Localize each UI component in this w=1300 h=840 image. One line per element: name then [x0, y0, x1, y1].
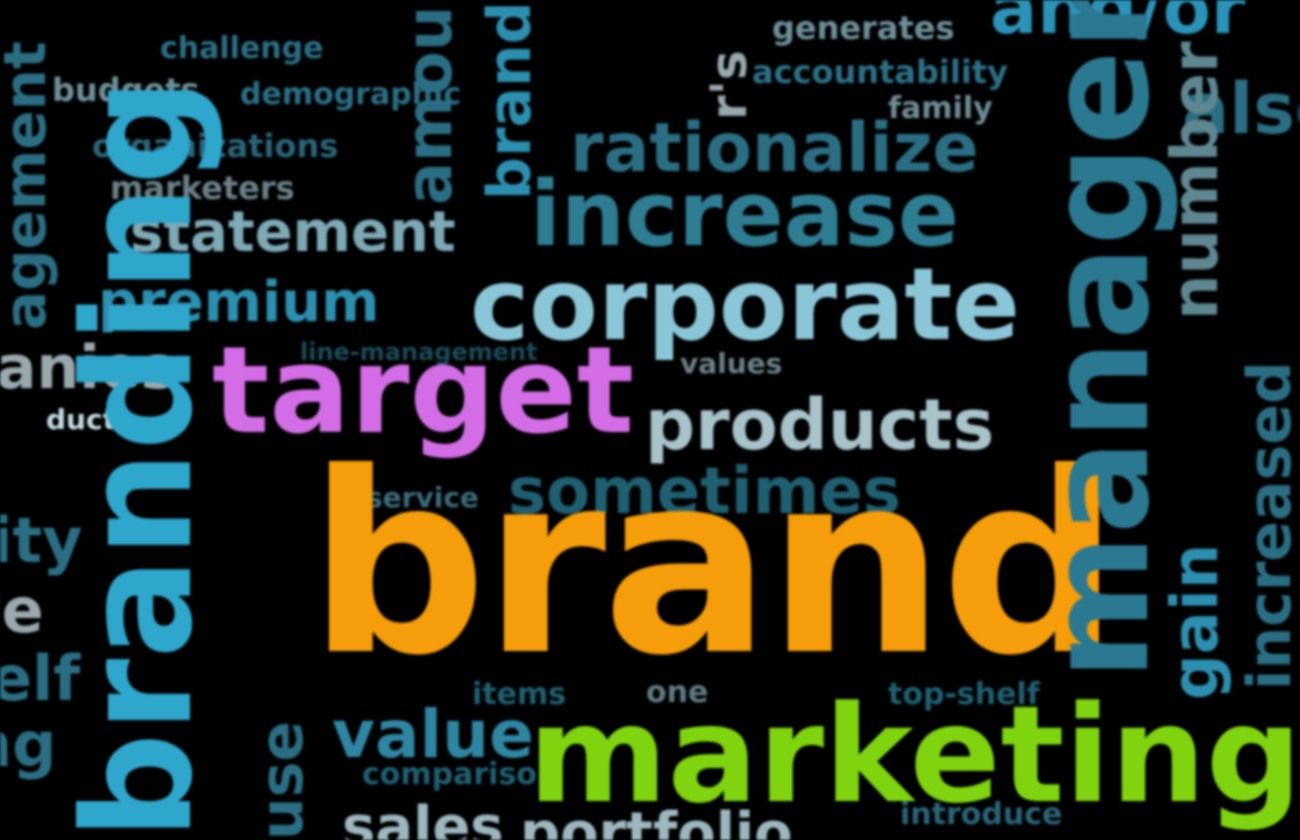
word-intended: duct: [46, 403, 116, 436]
word-management: use: [247, 720, 317, 840]
word-investment: challenge: [160, 31, 324, 66]
word-companies: anies: [0, 333, 177, 403]
word-brand: brand: [308, 419, 1120, 710]
word-portfolio: portfolio: [520, 801, 793, 840]
word-use: r's: [700, 50, 758, 120]
word-duct: branding: [52, 77, 226, 840]
word-branding: managers: [1018, 0, 1181, 680]
word-products: products: [645, 384, 995, 466]
word-target: target: [212, 322, 635, 461]
word-create: elf: [0, 642, 81, 715]
word-consumers: lity: [0, 504, 83, 577]
word-marketers: line-management: [300, 338, 538, 366]
word-items: one: [646, 675, 709, 710]
word-statement: statement: [130, 200, 456, 265]
word-one: top-shelf: [888, 677, 1040, 712]
word-family: family: [888, 91, 993, 126]
word-managers: gain: [1159, 543, 1233, 701]
word-sales: sales: [342, 795, 504, 840]
word-generates: generates: [772, 9, 955, 47]
word-brand-vertical: brand: [475, 1, 545, 200]
word-marketing: marketing: [528, 677, 1300, 833]
word-accountability: accountability: [752, 53, 1008, 91]
word-value: value: [332, 696, 534, 773]
word-comparison: introduce: [900, 797, 1063, 832]
word-top-shelf: comparison: [362, 757, 559, 792]
word-number: increased: [1235, 361, 1300, 690]
word-shelf: ng: [0, 708, 57, 781]
word-also: also: [1182, 68, 1300, 150]
word-organizations: marketers: [110, 169, 295, 207]
word-increase: increase: [530, 162, 960, 267]
word-line-management: values: [680, 347, 783, 380]
word-premium: premium: [98, 270, 380, 335]
word-amount: amou: [393, 5, 467, 205]
word-and-or: and/or: [990, 0, 1246, 50]
word-budgets: demographic: [240, 77, 462, 112]
word-quality: te: [0, 574, 44, 647]
word-corporate: corporate: [470, 246, 1020, 363]
word-challenge: budgets: [52, 71, 200, 109]
word-sometimes: sometimes: [508, 455, 901, 529]
word-rationalize: rationalize: [570, 109, 979, 188]
word-gain: number: [1159, 41, 1233, 320]
word-demographic: organizations: [92, 127, 339, 165]
word-increased: agement: [0, 41, 59, 330]
word-service: items: [472, 677, 567, 712]
word-values: service: [366, 481, 479, 514]
